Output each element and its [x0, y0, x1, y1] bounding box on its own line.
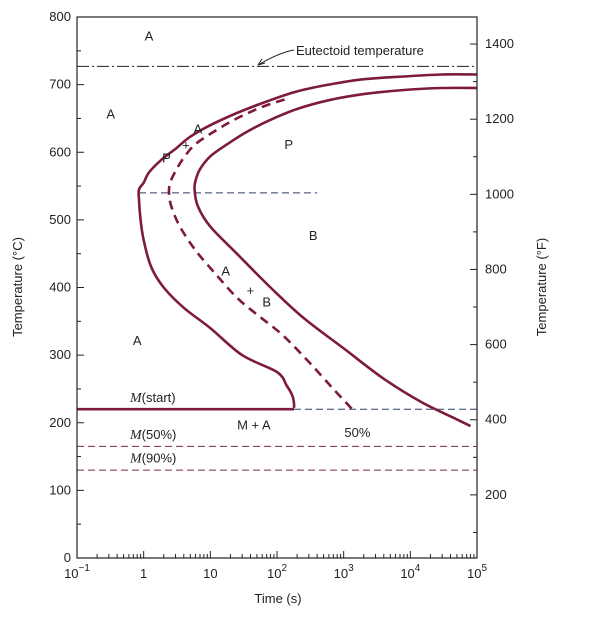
x-tick-label: 103 — [334, 563, 354, 581]
y-tick-label-right: 1400 — [485, 36, 514, 51]
region-label: M + A — [237, 418, 271, 433]
curve-start — [137, 73, 478, 408]
x-tick-label: 1 — [140, 566, 147, 581]
region-label: A — [133, 333, 142, 348]
region-label: P — [284, 137, 293, 152]
ticks-layer: 0 100 200 300 400 500 600 700 800 200 400 600 800 100… — [49, 9, 514, 581]
x-axis-label: Time (s) — [254, 591, 301, 606]
region-label: B — [262, 294, 271, 309]
y-tick-label-left: 100 — [49, 482, 71, 497]
x-tick-label: 105 — [467, 563, 487, 581]
eutectoid-label: Eutectoid temperature — [296, 43, 424, 58]
y-tick-label-left: 500 — [49, 212, 71, 227]
curve-50pct — [167, 98, 357, 414]
m-start-label: M(start) — [129, 390, 176, 406]
x-tick-label: 104 — [400, 563, 420, 581]
x-tick-label: 102 — [267, 563, 287, 581]
x-tick-label: 10 — [203, 566, 217, 581]
y-tick-label-left: 600 — [49, 144, 71, 159]
y-tick-label-left: 400 — [49, 280, 71, 295]
pct50-label: 50% — [344, 425, 370, 440]
y-axis-label-left: Temperature (°C) — [10, 237, 25, 337]
y-tick-label-left: 200 — [49, 415, 71, 430]
region-label: P — [162, 150, 171, 165]
region-label: A — [194, 121, 203, 136]
y-tick-label-right: 400 — [485, 412, 507, 427]
region-label: A — [221, 263, 230, 278]
x-tick-label: 10−1 — [64, 563, 90, 581]
y-axis-label-right: Temperature (°F) — [534, 238, 549, 336]
y-tick-label-left: 700 — [49, 77, 71, 92]
curve-finish — [193, 86, 478, 428]
region-label: B — [309, 228, 318, 243]
y-tick-label-right: 1200 — [485, 111, 514, 126]
plus-marker: + — [247, 283, 255, 298]
region-label: A — [145, 29, 154, 44]
m-90-label: M(90%) — [129, 451, 176, 467]
eutectoid-pointer — [257, 49, 295, 66]
y-tick-label-right: 600 — [485, 337, 507, 352]
annotations-layer: Eutectoid temperature 50% M(start) M(50%) M(… — [106, 29, 424, 467]
plus-marker: + — [182, 137, 190, 152]
y-tick-label-left: 300 — [49, 347, 71, 362]
y-tick-label-right: 1000 — [485, 186, 514, 201]
eutectoid-arrowhead — [257, 58, 266, 66]
reference-lines-layer — [77, 65, 477, 471]
m-50-label: M(50%) — [129, 427, 176, 443]
region-label: A — [106, 106, 115, 121]
curves-layer — [137, 73, 478, 428]
y-tick-label-left: 0 — [64, 550, 71, 565]
y-tick-label-right: 800 — [485, 261, 507, 276]
y-tick-label-right: 200 — [485, 487, 507, 502]
y-tick-label-left: 800 — [49, 9, 71, 24]
